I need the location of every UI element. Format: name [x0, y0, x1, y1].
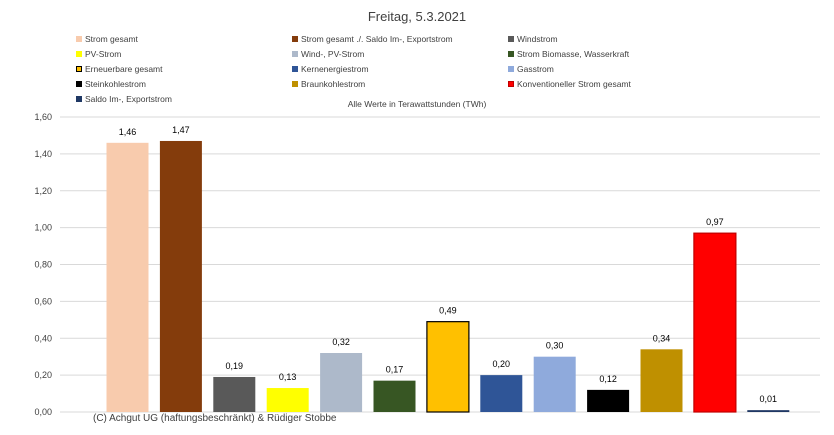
legend-label: Konventioneller Strom gesamt [517, 79, 631, 89]
legend-swatch [508, 51, 514, 57]
y-tick-label: 1,60 [34, 112, 52, 122]
data-label: 0,17 [386, 365, 404, 375]
legend-swatch [292, 51, 298, 57]
y-tick-label: 0,60 [34, 296, 52, 306]
chart-title: Freitag, 5.3.2021 [367, 9, 467, 24]
legend-item: Strom Biomasse, Wasserkraft [508, 49, 629, 59]
bar [640, 349, 683, 412]
legend-swatch [76, 81, 82, 87]
data-label: 0,97 [706, 217, 724, 227]
bar [426, 321, 470, 413]
data-label: 0,20 [493, 359, 511, 369]
legend-item: Kernenergiestrom [292, 64, 369, 74]
legend-item: Erneuerbare gesamt [76, 64, 163, 74]
y-tick-label: 0,80 [34, 260, 52, 270]
bar [159, 140, 202, 412]
legend-item: Strom gesamt ./. Saldo Im-, Exportstrom [292, 34, 453, 44]
data-label: 0,32 [332, 337, 350, 347]
bar [533, 356, 576, 412]
bar [747, 410, 790, 412]
legend-item: Steinkohlestrom [76, 79, 146, 89]
legend-swatch [292, 66, 298, 72]
data-label: 1,46 [119, 127, 137, 137]
bar [373, 380, 416, 412]
data-label: 0,30 [546, 341, 564, 351]
data-label: 0,19 [226, 361, 244, 371]
bar [693, 232, 737, 413]
legend-item: Konventioneller Strom gesamt [508, 79, 631, 89]
bar [106, 142, 149, 412]
data-label: 0,49 [439, 306, 457, 316]
legend-label: Wind-, PV-Strom [301, 49, 365, 59]
legend-swatch [292, 81, 298, 87]
legend-item: Braunkohlestrom [292, 79, 365, 89]
bar [266, 388, 309, 412]
y-tick-label: 1,40 [34, 149, 52, 159]
legend-swatch [508, 36, 514, 42]
legend-swatch [76, 36, 82, 42]
bar [320, 353, 363, 412]
unit-note: Alle Werte in Terawattstunden (TWh) [347, 99, 487, 109]
bar [213, 376, 256, 412]
data-label: 1,47 [172, 125, 190, 135]
y-tick-label: 1,20 [34, 186, 52, 196]
data-label: 0,12 [599, 374, 617, 384]
legend-label: PV-Strom [85, 49, 122, 59]
legend-label: Steinkohlestrom [85, 79, 146, 89]
legend-swatch [76, 96, 82, 102]
data-label: 0,34 [653, 333, 671, 343]
data-label: 0,01 [760, 394, 778, 404]
y-tick-label: 0,00 [34, 407, 52, 417]
legend-swatch [292, 36, 298, 42]
legend-item: Windstrom [508, 34, 558, 44]
copyright-note: (C) Achgut UG (haftungsbeschränkt) & Rüd… [90, 413, 340, 424]
y-tick-label: 0,40 [34, 333, 52, 343]
chart-legend: Strom gesamt Strom gesamt ./. Saldo Im-, … [76, 34, 756, 106]
data-label: 0,13 [279, 372, 297, 382]
legend-swatch [508, 66, 514, 72]
legend-swatch [508, 81, 514, 87]
legend-swatch [76, 66, 82, 72]
legend-item: Gasstrom [508, 64, 554, 74]
legend-item: Wind-, PV-Strom [292, 49, 364, 59]
bar [587, 389, 630, 412]
y-tick-label: 1,00 [34, 223, 52, 233]
legend-item: PV-Strom [76, 49, 121, 59]
y-tick-label: 0,20 [34, 370, 52, 380]
legend-label: Strom gesamt [85, 34, 138, 44]
legend-label: Saldo Im-, Exportstrom [85, 94, 172, 104]
legend-item: Saldo Im-, Exportstrom [76, 94, 172, 104]
legend-item: Strom gesamt [76, 34, 138, 44]
legend-label: Kernenergiestrom [301, 64, 369, 74]
legend-label: Strom gesamt ./. Saldo Im-, Exportstrom [301, 34, 453, 44]
legend-label: Braunkohlestrom [301, 79, 366, 89]
legend-label: Gasstrom [517, 64, 554, 74]
legend-label: Erneuerbare gesamt [85, 64, 163, 74]
legend-label: Strom Biomasse, Wasserkraft [517, 49, 630, 59]
legend-label: Windstrom [517, 34, 558, 44]
legend-swatch [76, 51, 82, 57]
bar [480, 375, 523, 412]
